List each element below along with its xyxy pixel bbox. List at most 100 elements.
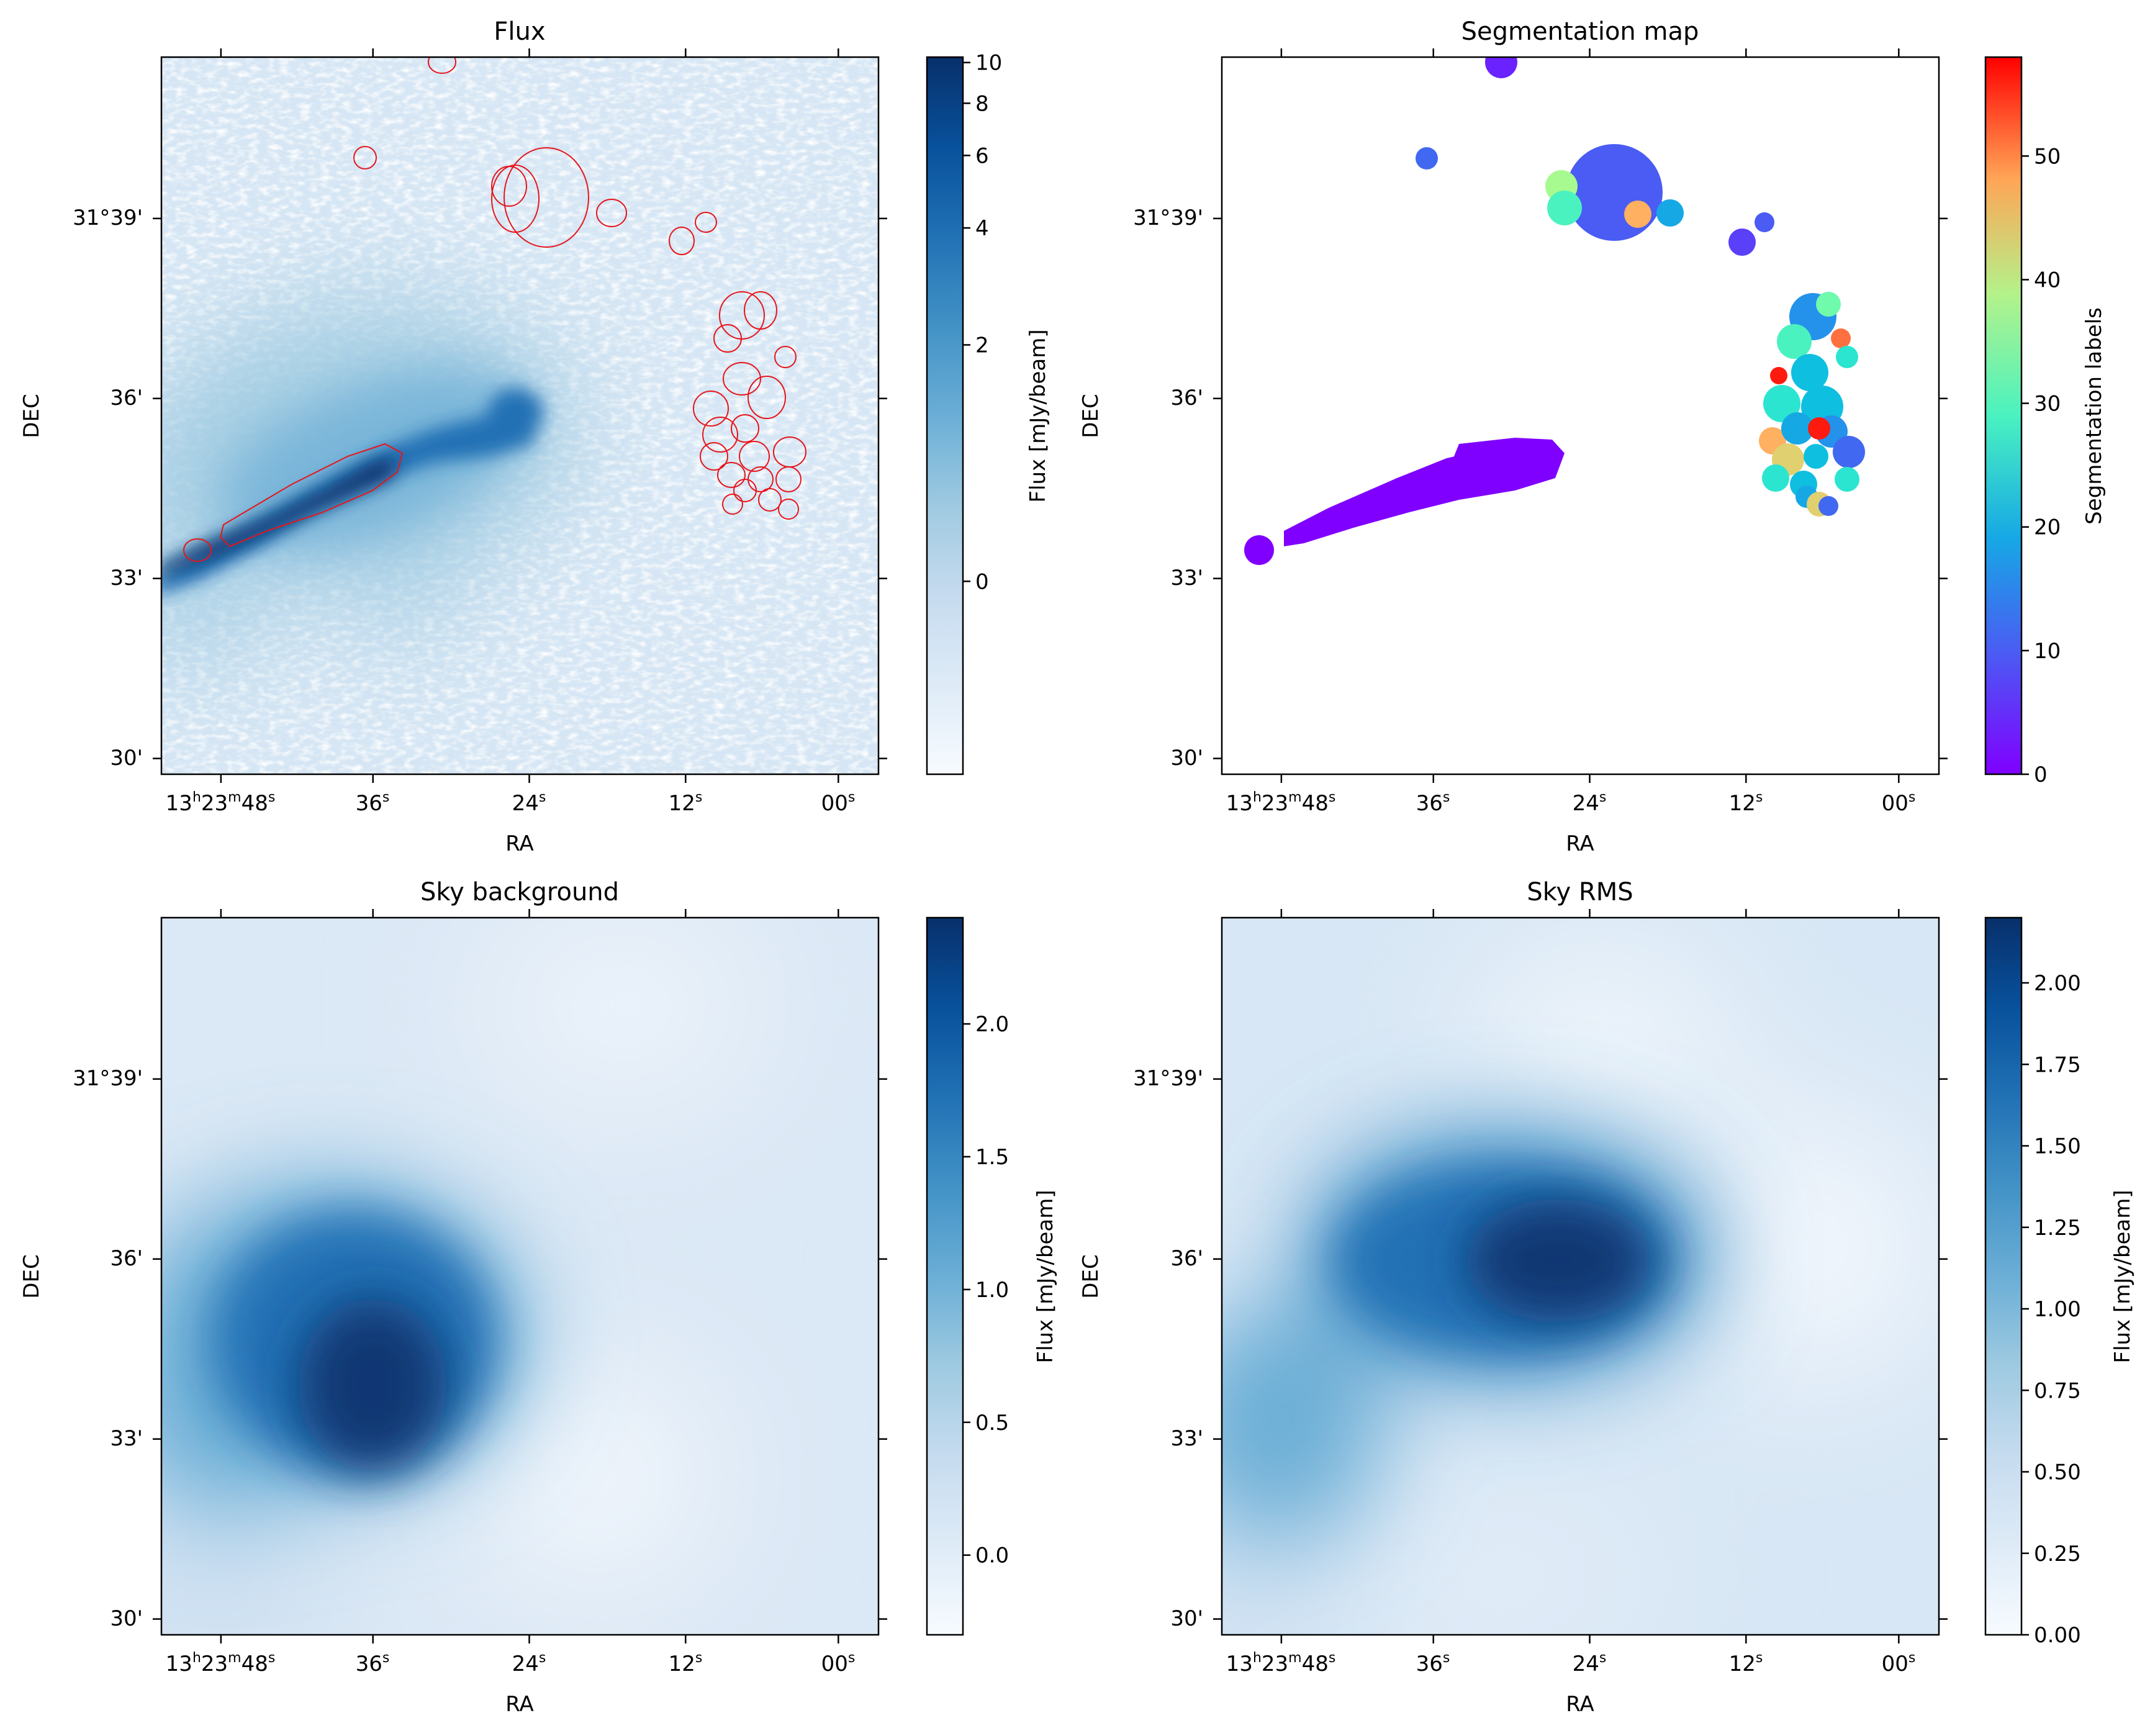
segment-source bbox=[1833, 436, 1865, 468]
colorbar-tick-label: 1.75 bbox=[2034, 1052, 2081, 1077]
colorbar-tick-label: 4 bbox=[975, 216, 989, 241]
x-tick-label-ra-first: 13h23m48s bbox=[1226, 1650, 1336, 1676]
segment-source bbox=[1485, 57, 1517, 78]
colorbar-tick-label: 0.50 bbox=[2034, 1460, 2081, 1485]
segmentation-image bbox=[1222, 57, 1939, 774]
colorbar-tick-label: 0 bbox=[975, 569, 989, 594]
colorbar-tick-label: 1.25 bbox=[2034, 1216, 2081, 1241]
colorbar-tick-label: 8 bbox=[975, 91, 989, 116]
segment-source bbox=[1816, 292, 1841, 317]
panel-segmentation: Segmentation map 31°39' 36' 33' 30' 13h2… bbox=[1078, 17, 2107, 856]
panel-title: Flux bbox=[494, 17, 545, 46]
colorbar-label: Flux [mJy/beam] bbox=[1026, 329, 1050, 502]
colorbar-tick-label: 0.25 bbox=[2034, 1542, 2081, 1566]
segment-source bbox=[1763, 385, 1800, 422]
y-axis-label: DEC bbox=[1078, 394, 1103, 438]
x-tick-labels: 13h23m48s 36s 24s 12s 00s bbox=[166, 1650, 856, 1676]
colorbar-tick-label: 2.00 bbox=[2034, 971, 2081, 996]
colorbar-tick-label: 0.75 bbox=[2034, 1378, 2081, 1403]
x-tick-label: 00s bbox=[1882, 1650, 1916, 1676]
background-image bbox=[161, 918, 879, 1635]
flux-image bbox=[161, 57, 879, 774]
segmentation-contours bbox=[183, 57, 806, 562]
colorbar-tick-label: 50 bbox=[2034, 144, 2061, 169]
colorbar-tick-label: 10 bbox=[2034, 639, 2061, 664]
segment-source bbox=[1831, 328, 1851, 348]
segment-source bbox=[1836, 346, 1858, 368]
segment-source bbox=[1728, 228, 1756, 256]
panel-sky-rms: Sky RMS 31°39' 36' 33' bbox=[1078, 878, 2135, 1717]
y-tick-labels: 31°39' 36' 33' 30' bbox=[1133, 1066, 1203, 1631]
colorbar-label: Flux [mJy/beam] bbox=[1033, 1190, 1058, 1363]
x-tick-labels: 13h23m48s 36s 24s 12s 00s bbox=[166, 790, 856, 816]
y-tick-label: 36' bbox=[1170, 1246, 1203, 1271]
x-tick-label: 00s bbox=[1882, 790, 1916, 816]
x-tick-label-ra-first: 13h23m48s bbox=[166, 790, 276, 816]
axes-frame bbox=[160, 916, 880, 1636]
segment-source bbox=[1808, 417, 1830, 440]
colorbar-tick-label: 1.50 bbox=[2034, 1134, 2081, 1159]
colorbar-tick-label: 0.0 bbox=[975, 1544, 1009, 1568]
x-tick-label: 00s bbox=[821, 790, 856, 816]
y-tick-label: 33' bbox=[110, 566, 143, 590]
x-tick-label: 12s bbox=[1729, 1650, 1763, 1676]
y-tick-label: 36' bbox=[110, 1246, 143, 1271]
segment-source bbox=[1762, 464, 1789, 492]
segment-source bbox=[1804, 444, 1828, 469]
x-tick-label: 24s bbox=[512, 790, 546, 816]
colorbar-label: Flux [mJy/beam] bbox=[2110, 1190, 2135, 1363]
colorbar-tick-label: 30 bbox=[2034, 392, 2061, 417]
colorbar-tick-label: 2 bbox=[975, 333, 989, 358]
segment-source bbox=[1755, 212, 1774, 232]
x-tick-label: 36s bbox=[1416, 790, 1450, 816]
y-tick-label: 30' bbox=[110, 1606, 143, 1631]
panel-title: Segmentation map bbox=[1461, 17, 1699, 46]
panel-title: Sky background bbox=[420, 878, 619, 906]
colorbar-tick-label: 1.5 bbox=[975, 1145, 1009, 1170]
colorbar-label: Segmentation labels bbox=[2082, 307, 2107, 525]
x-tick-label-ra-first: 13h23m48s bbox=[1226, 790, 1336, 816]
x-tick-label: 36s bbox=[1416, 1650, 1450, 1676]
segment-source bbox=[1624, 201, 1651, 228]
x-tick-label-ra-first: 13h23m48s bbox=[166, 1650, 276, 1676]
segment-source bbox=[1818, 496, 1838, 516]
segment-source bbox=[1416, 147, 1438, 170]
segment-source bbox=[1244, 535, 1274, 565]
colorbar: 10 8 6 4 2 0 Flux [mJy/beam] bbox=[926, 51, 1050, 775]
y-tick-labels: 31°39' 36' 33' 30' bbox=[1133, 206, 1203, 771]
y-tick-label: 33' bbox=[1170, 566, 1203, 590]
segment-source bbox=[1835, 467, 1859, 492]
x-tick-label: 24s bbox=[1573, 790, 1607, 816]
panel-title: Sky RMS bbox=[1527, 878, 1633, 906]
colorbar-tick-label: 0.00 bbox=[2034, 1623, 2081, 1648]
segment-source bbox=[1566, 144, 1663, 241]
y-tick-label: 36' bbox=[110, 386, 143, 410]
x-tick-label: 24s bbox=[512, 1650, 546, 1676]
y-axis-label: DEC bbox=[19, 1254, 44, 1298]
segment-source bbox=[1547, 191, 1582, 225]
x-tick-label: 36s bbox=[356, 790, 390, 816]
panel-sky-background: Sky background 31°39' 36' 33' bbox=[19, 878, 1058, 1717]
colorbar-tick-label: 2.0 bbox=[975, 1012, 1009, 1037]
colorbar-tick-label: 10 bbox=[975, 51, 1002, 76]
colorbar: 2.00 1.75 1.50 1.25 1.00 0.75 0.50 0.25 0.00 Flu… bbox=[1984, 916, 2135, 1648]
segment-source bbox=[1770, 367, 1787, 384]
y-tick-label: 31°39' bbox=[1133, 1066, 1203, 1091]
x-tick-label: 12s bbox=[1729, 790, 1763, 816]
segment-source bbox=[1781, 412, 1813, 445]
colorbar-tick-label: 0 bbox=[2034, 762, 2048, 787]
rms-image bbox=[1222, 918, 1939, 1635]
y-tick-label: 30' bbox=[110, 746, 143, 771]
colorbar-tick-label: 0.5 bbox=[975, 1411, 1009, 1435]
y-tick-label: 31°39' bbox=[1133, 206, 1203, 230]
segment-jet bbox=[1284, 438, 1565, 546]
colorbar-tick-label: 6 bbox=[975, 143, 989, 168]
segment-source bbox=[1777, 324, 1812, 359]
y-tick-label: 36' bbox=[1170, 386, 1203, 410]
colorbar-tick-label: 1.00 bbox=[2034, 1297, 2081, 1322]
colorbar: 2.0 1.5 1.0 0.5 0.0 Flux [mJy/beam] bbox=[926, 916, 1058, 1636]
x-axis-label: RA bbox=[505, 831, 534, 856]
y-axis-label: DEC bbox=[1078, 1254, 1103, 1298]
x-tick-labels: 13h23m48s 36s 24s 12s 00s bbox=[1226, 1650, 1916, 1676]
